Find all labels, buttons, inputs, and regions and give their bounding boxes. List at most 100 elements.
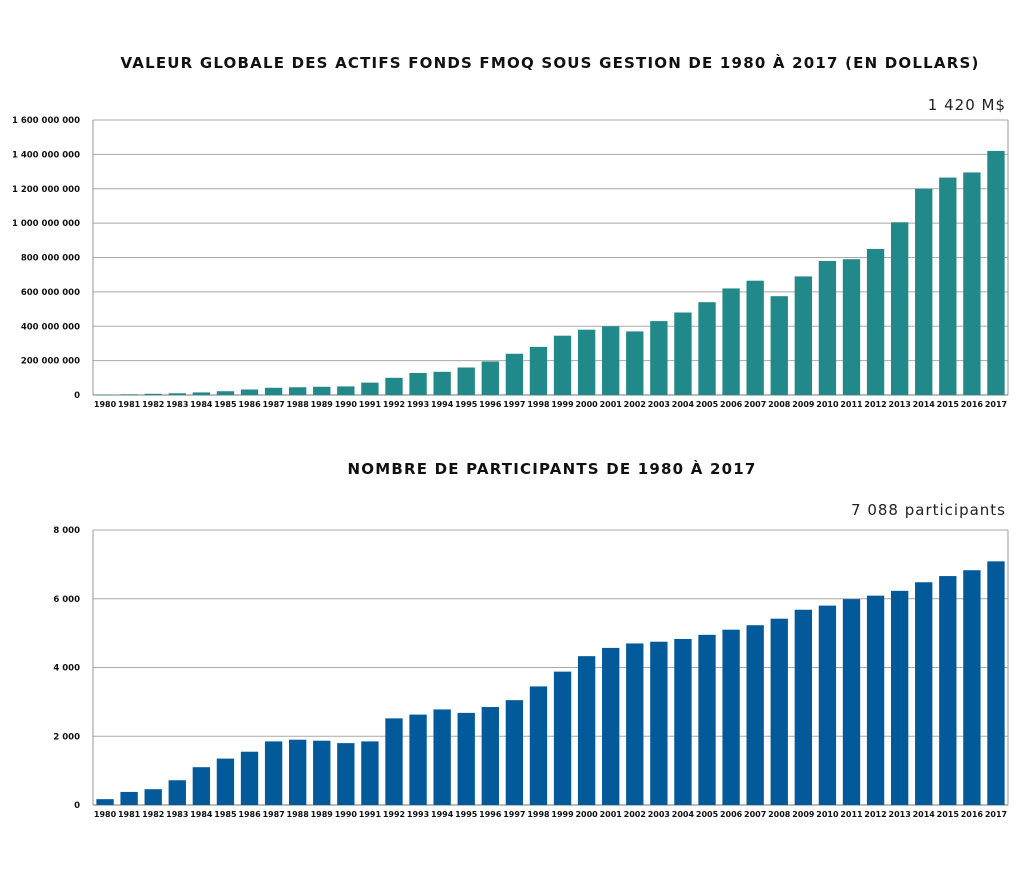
x-tick-label: 2009 [792,810,815,819]
x-tick-label: 2010 [816,400,839,409]
x-tick-label: 2016 [961,400,984,409]
y-tick-label: 1 000 000 000 [12,219,80,229]
bar [746,625,764,805]
y-tick-label: 6 000 [53,595,80,605]
x-tick-label: 1988 [287,810,310,819]
y-tick-label: 1 200 000 000 [12,185,80,195]
bar [722,288,740,395]
bar [457,367,475,395]
x-tick-label: 2000 [575,400,598,409]
bar [96,394,114,396]
bar [626,331,644,395]
x-tick-label: 1984 [190,810,213,819]
x-tick-label: 2000 [575,810,598,819]
x-tick-label: 1998 [527,810,550,819]
bar [529,686,548,805]
x-tick-label: 2017 [985,400,1007,409]
bar [96,799,114,805]
bar [698,634,716,805]
x-tick-label: 1986 [238,810,261,819]
bar [866,248,885,395]
bar [433,371,451,395]
bar [794,276,812,395]
bar [313,386,331,395]
y-tick-label: 400 000 000 [21,322,80,332]
y-tick-label: 1 400 000 000 [12,150,80,160]
bar [674,312,692,395]
x-tick-label: 1995 [455,400,478,409]
x-tick-label: 2014 [913,810,936,819]
x-tick-label: 2007 [744,400,766,409]
chart-callout: 1 420 M$ [927,96,1006,114]
x-tick-label: 1980 [94,400,117,409]
bar [939,177,957,395]
x-tick-label: 2005 [696,400,719,409]
bar [553,335,572,395]
chart-title: VALEUR GLOBALE DES ACTIFS FONDS FMOQ SOU… [120,54,980,72]
x-tick-label: 2002 [624,810,646,819]
bar [890,222,909,395]
y-tick-label: 2 000 [53,732,80,742]
x-tick-label: 1980 [94,810,117,819]
x-tick-label: 2003 [648,810,670,819]
bar [361,741,379,805]
x-tick-label: 1985 [214,400,237,409]
bar [577,329,596,395]
x-tick-label: 2009 [792,400,815,409]
bar [192,767,211,805]
x-tick-label: 2014 [913,400,936,409]
x-tick-label: 2004 [672,810,695,819]
x-tick-label: 1993 [407,810,429,819]
bar [553,671,572,805]
x-tick-label: 1985 [214,810,237,819]
x-tick-label: 1992 [383,400,405,409]
bar [409,373,427,395]
bar [120,394,138,395]
x-tick-label: 2001 [600,400,623,409]
x-tick-label: 1989 [311,400,334,409]
bar [240,389,259,395]
x-tick-label: 1982 [142,400,164,409]
bar [144,393,162,395]
x-tick-label: 1986 [238,400,261,409]
bar [168,780,186,805]
x-tick-label: 1982 [142,810,164,819]
bar [264,741,283,805]
y-tick-label: 1 600 000 000 [12,116,80,126]
x-tick-label: 1981 [118,810,141,819]
x-tick-label: 1991 [359,400,382,409]
x-tick-label: 1999 [551,400,574,409]
x-tick-label: 2005 [696,810,719,819]
x-tick-label: 2010 [816,810,839,819]
x-tick-label: 2012 [864,810,886,819]
x-tick-label: 1993 [407,400,429,409]
bar [289,387,307,395]
x-tick-label: 1987 [262,400,284,409]
bar [674,638,692,805]
x-tick-label: 2011 [840,400,863,409]
x-tick-label: 1984 [190,400,213,409]
bar [842,599,861,805]
y-tick-label: 600 000 000 [21,288,80,298]
bar [963,570,981,805]
bar [650,321,668,395]
x-tick-label: 1990 [335,810,358,819]
bar [602,647,620,805]
x-tick-label: 1995 [455,810,478,819]
x-tick-label: 2013 [889,810,911,819]
x-tick-label: 1987 [262,810,284,819]
x-tick-label: 2015 [937,810,960,819]
bar [818,605,837,805]
x-tick-label: 1996 [479,810,502,819]
x-tick-label: 2013 [889,400,911,409]
x-tick-label: 2007 [744,810,766,819]
bar [650,641,668,805]
x-tick-label: 1990 [335,400,358,409]
x-tick-label: 1996 [479,400,502,409]
bar [337,743,355,805]
bar [770,618,788,805]
x-tick-label: 1997 [503,400,525,409]
y-tick-label: 8 000 [53,526,80,536]
x-tick-label: 2016 [961,810,984,819]
assets-bar-chart: 0 200 000 000 400 000 000 600 000 000 800 00… [12,116,1009,409]
